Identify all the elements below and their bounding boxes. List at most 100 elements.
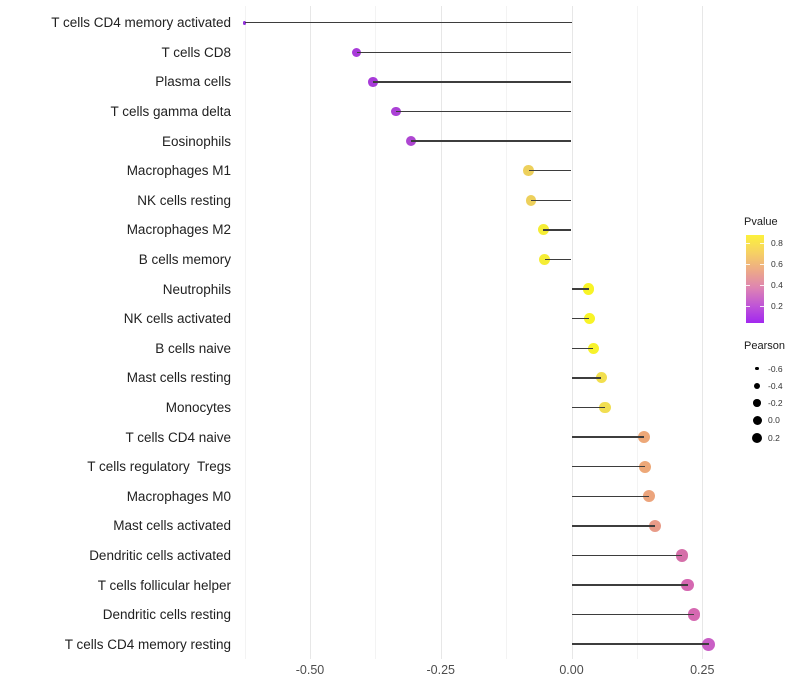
- legend-pvalue: Pvalue 0.8 0.6 0.4 0.2: [744, 216, 800, 326]
- colorbar-tick: [746, 243, 750, 245]
- lollipop-stem: [571, 495, 649, 497]
- x-axis-tick-label: -0.50: [295, 663, 325, 677]
- legend-key-label: 0.2: [768, 432, 780, 443]
- x-gridline-major: [571, 6, 573, 659]
- data-point: [587, 342, 600, 354]
- lollipop-stem: [571, 613, 694, 616]
- y-axis-label: T cells CD4 memory activated: [51, 15, 231, 31]
- colorbar-tick: [746, 264, 750, 266]
- x-gridline-minor: [375, 6, 377, 659]
- legend-key-label: -0.6: [768, 363, 783, 374]
- lollipop-stem: [544, 258, 572, 261]
- colorbar-tick: [746, 306, 750, 308]
- lollipop-stem: [410, 140, 572, 142]
- lollipop-stem: [543, 229, 572, 231]
- colorbar-tick: [760, 306, 764, 308]
- y-axis-label: Dendritic cells activated: [89, 547, 231, 563]
- y-axis-label: Dendritic cells resting: [102, 607, 231, 623]
- y-axis-label: T cells CD4 memory resting: [64, 636, 231, 652]
- lollipop-stem: [395, 110, 572, 113]
- data-point: [649, 519, 662, 532]
- lollipop-stem: [571, 317, 590, 320]
- y-axis-label: Monocytes: [165, 399, 231, 415]
- legend-key-label: -0.2: [768, 398, 783, 409]
- y-axis-label: Mast cells resting: [126, 370, 231, 386]
- data-point: [639, 460, 652, 473]
- lollipop-stem: [528, 170, 572, 172]
- lollipop-stem: [571, 288, 589, 290]
- data-point: [675, 549, 689, 562]
- lollipop-stem: [571, 465, 646, 468]
- lollipop-stem: [531, 199, 572, 202]
- x-axis-tick-label: 0.25: [690, 663, 715, 677]
- y-axis-label: B cells memory: [138, 252, 231, 267]
- y-axis-label: Macrophages M1: [126, 163, 231, 179]
- data-point: [681, 578, 694, 592]
- y-axis-label: T cells CD4 naive: [125, 429, 231, 445]
- legend-pearson-entry: 0.0: [744, 412, 800, 429]
- legend-key-circle: [753, 399, 761, 407]
- colorbar-tick: [760, 243, 764, 245]
- legend-key-circle: [755, 366, 759, 371]
- pvalue-colorbar: [746, 235, 764, 323]
- colorbar-tick-label: 0.6: [771, 259, 783, 270]
- y-axis-label: T cells CD8: [161, 44, 231, 60]
- y-axis-label: Eosinophils: [161, 133, 231, 149]
- legend-pearson-title: Pearson: [744, 340, 785, 352]
- lollipop-stem: [571, 377, 602, 379]
- y-axis-label: B cells naive: [155, 340, 231, 356]
- x-gridline-minor: [506, 6, 508, 659]
- y-axis-label: T cells regulatory Tregs: [87, 459, 231, 475]
- legend-pearson-entry: -0.2: [744, 395, 800, 412]
- y-axis-label: Macrophages M2: [126, 222, 231, 238]
- x-gridline-major: [440, 6, 442, 659]
- y-axis-label: T cells follicular helper: [97, 577, 231, 593]
- data-point: [638, 431, 651, 444]
- legend-key-circle: [752, 415, 762, 425]
- legend-pvalue-title: Pvalue: [744, 216, 778, 228]
- colorbar-tick-label: 0.4: [771, 280, 783, 291]
- y-axis-label: Plasma cells: [155, 74, 231, 90]
- colorbar-tick-label: 0.2: [771, 301, 783, 312]
- x-gridline-minor: [244, 6, 246, 659]
- y-axis-label: T cells gamma delta: [110, 104, 231, 120]
- lollipop-stem: [571, 554, 682, 557]
- y-axis-label: Mast cells activated: [113, 518, 231, 534]
- y-axis-label: NK cells activated: [123, 311, 231, 327]
- legend-key-label: 0.0: [768, 415, 780, 426]
- x-gridline-major: [702, 6, 704, 659]
- data-point: [642, 490, 655, 503]
- x-gridline-minor: [636, 6, 638, 659]
- legend-pearson-entry: -0.6: [744, 360, 800, 377]
- legend-key-label: -0.4: [768, 380, 783, 391]
- legend-pearson: Pearson -0.6 -0.4 -0.2 0.0 0.2: [744, 340, 800, 450]
- colorbar-tick: [760, 285, 764, 287]
- y-axis-label: Neutrophils: [162, 281, 231, 297]
- x-axis-tick-label: -0.25: [426, 663, 456, 677]
- x-axis-tick-label: 0.00: [559, 663, 584, 677]
- lollipop-stem: [571, 584, 688, 586]
- legend-pearson-entry: 0.2: [744, 429, 800, 446]
- data-point: [702, 637, 716, 651]
- x-gridline-major: [310, 6, 311, 659]
- lollipop-stem: [571, 347, 594, 349]
- lollipop-stem: [571, 406, 605, 409]
- colorbar-tick: [760, 264, 764, 266]
- lollipop-stem: [571, 436, 645, 438]
- lollipop-stem: [571, 525, 656, 527]
- lollipop-stem: [372, 81, 572, 83]
- colorbar-tick: [746, 285, 750, 287]
- lollipop-stem: [356, 51, 572, 54]
- legend-key-circle: [752, 432, 762, 443]
- y-axis-label: Macrophages M0: [126, 488, 231, 504]
- data-point: [595, 372, 607, 384]
- data-point: [599, 401, 611, 414]
- data-point: [687, 608, 701, 621]
- lollipop-stem: [571, 643, 709, 645]
- legend-key-circle: [754, 382, 760, 389]
- legend-pearson-entry: -0.4: [744, 377, 800, 394]
- lollipop-stem: [244, 22, 572, 24]
- colorbar-tick-label: 0.8: [771, 238, 783, 249]
- y-axis-label: NK cells resting: [137, 192, 231, 208]
